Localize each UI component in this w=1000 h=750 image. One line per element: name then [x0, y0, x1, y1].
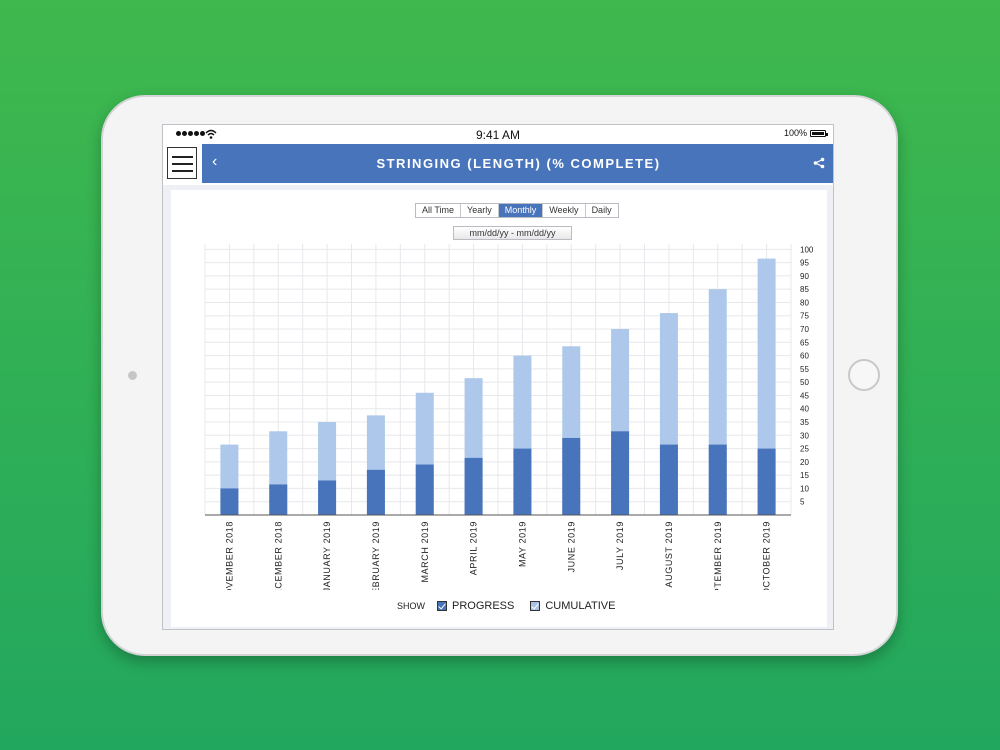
tab-all-time[interactable]: All Time [416, 204, 462, 217]
x-tick-label: AUGUST 2019 [664, 521, 674, 587]
x-tick-label: JULY 2019 [615, 521, 625, 570]
x-tick-label: APRIL 2019 [469, 521, 479, 575]
tab-yearly[interactable]: Yearly [461, 204, 499, 217]
y-tick-label: 15 [800, 471, 809, 480]
x-tick-label: NOVEMBER 2018 [224, 521, 234, 590]
x-tick-label: JANUARY 2019 [322, 521, 332, 590]
y-tick-label: 100 [800, 245, 814, 254]
y-tick-label: 85 [800, 285, 809, 294]
bar-progress [611, 431, 630, 515]
y-tick-label: 35 [800, 418, 809, 427]
chart-legend: SHOW PROGRESS CUMULATIVE [397, 600, 631, 612]
tab-daily[interactable]: Daily [585, 204, 618, 217]
progress-checkbox[interactable] [437, 601, 447, 611]
y-tick-label: 80 [800, 298, 809, 307]
status-bar: 9:41 AM 100% [163, 125, 833, 144]
y-tick-label: 40 [800, 405, 809, 414]
hamburger-menu-button[interactable] [167, 147, 197, 179]
y-tick-label: 50 [800, 378, 809, 387]
bar-progress [562, 437, 581, 515]
cumulative-checkbox[interactable] [530, 601, 541, 611]
y-tick-label: 95 [800, 259, 809, 268]
bar-progress [366, 469, 385, 515]
y-tick-label: 25 [800, 445, 809, 454]
range-tabs: All Time Yearly Monthly Weekly Daily [415, 203, 619, 218]
bar-progress [513, 448, 532, 515]
x-tick-label: MARCH 2019 [420, 521, 430, 583]
bar-progress [269, 484, 288, 515]
x-tick-label: DECEMBER 2018 [273, 521, 283, 590]
status-time: 9:41 AM [475, 128, 521, 142]
bar-progress [220, 488, 239, 515]
bar-progress [464, 457, 483, 515]
bar-progress [415, 464, 434, 515]
bar-chart: NOVEMBER 2018 DECEMBER 2018 JANUARY 2019 FE… [204, 244, 814, 590]
y-tick-label: 55 [800, 365, 809, 374]
y-tick-label: 90 [800, 272, 809, 281]
share-icon[interactable] [813, 157, 825, 169]
legend-cumulative-label: CUMULATIVE [545, 600, 616, 612]
y-tick-label: 65 [800, 338, 809, 347]
y-tick-label: 20 [800, 458, 809, 467]
date-range-picker[interactable]: mm/dd/yy - mm/dd/yy [453, 226, 572, 240]
bar-progress [708, 444, 727, 515]
battery-percent: 100% [783, 128, 807, 138]
header-bar: ‹ STRINGING (LENGTH) (% COMPLETE) [202, 144, 833, 183]
x-tick-label: SEPTEMBER 2019 [713, 521, 723, 590]
battery-icon [810, 130, 828, 137]
signal-icon [176, 131, 205, 136]
tab-weekly[interactable]: Weekly [543, 204, 586, 217]
y-tick-label: 70 [800, 325, 809, 334]
x-tick-label: MAY 2019 [517, 521, 527, 567]
y-tick-label: 60 [800, 352, 809, 361]
y-tick-label: 30 [800, 431, 809, 440]
legend-show-label: SHOW [397, 601, 425, 611]
home-button[interactable] [848, 359, 880, 391]
x-tick-label: OCTOBER 2019 [762, 521, 772, 590]
page-title: STRINGING (LENGTH) (% COMPLETE) [376, 156, 661, 171]
y-tick-label: 45 [800, 391, 809, 400]
legend-cumulative-toggle[interactable]: CUMULATIVE [530, 600, 615, 612]
x-tick-label: FEBRUARY 2019 [371, 521, 381, 590]
back-chevron-icon[interactable]: ‹ [212, 153, 218, 170]
bar-progress [659, 444, 678, 515]
legend-progress-label: PROGRESS [452, 600, 515, 612]
x-tick-label: JUNE 2019 [566, 521, 576, 572]
camera [128, 371, 137, 380]
wifi-icon [205, 129, 217, 139]
y-tick-label: 5 [800, 498, 805, 507]
y-tick-label: 10 [800, 484, 809, 493]
screen: 9:41 AM 100% ‹ STRINGING (LENGTH) (% COM… [162, 124, 834, 630]
chart-panel: All Time Yearly Monthly Weekly Daily mm/… [171, 190, 827, 627]
y-tick-label: 75 [800, 312, 809, 321]
bar-progress [757, 448, 776, 515]
legend-progress-toggle[interactable]: PROGRESS [437, 600, 514, 612]
tab-monthly[interactable]: Monthly [498, 204, 544, 217]
bar-progress [318, 480, 337, 515]
